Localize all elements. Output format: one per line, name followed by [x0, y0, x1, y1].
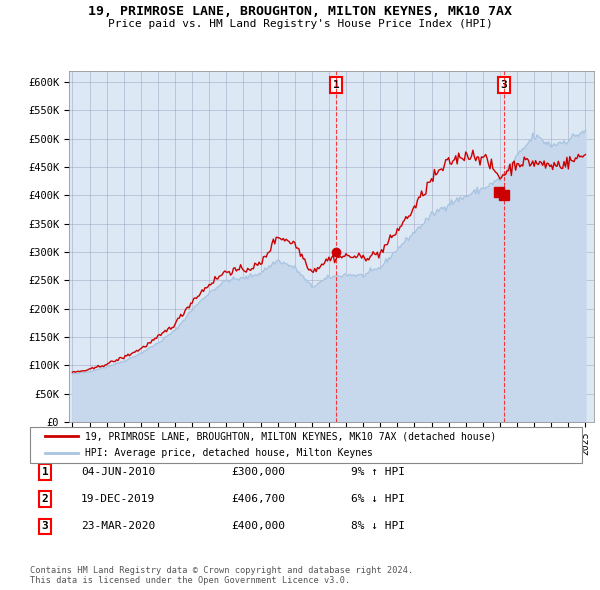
- Text: 6% ↓ HPI: 6% ↓ HPI: [351, 494, 405, 504]
- Text: £406,700: £406,700: [231, 494, 285, 504]
- Text: 1: 1: [41, 467, 49, 477]
- Text: Contains HM Land Registry data © Crown copyright and database right 2024.
This d: Contains HM Land Registry data © Crown c…: [30, 566, 413, 585]
- Text: 04-JUN-2010: 04-JUN-2010: [81, 467, 155, 477]
- Text: 23-MAR-2020: 23-MAR-2020: [81, 522, 155, 531]
- Text: 2: 2: [41, 494, 49, 504]
- Text: 9% ↑ HPI: 9% ↑ HPI: [351, 467, 405, 477]
- Text: 3: 3: [500, 80, 507, 90]
- Text: Price paid vs. HM Land Registry's House Price Index (HPI): Price paid vs. HM Land Registry's House …: [107, 19, 493, 29]
- Text: £400,000: £400,000: [231, 522, 285, 531]
- Text: 19, PRIMROSE LANE, BROUGHTON, MILTON KEYNES, MK10 7AX (detached house): 19, PRIMROSE LANE, BROUGHTON, MILTON KEY…: [85, 431, 496, 441]
- Text: 3: 3: [41, 522, 49, 531]
- Text: 19, PRIMROSE LANE, BROUGHTON, MILTON KEYNES, MK10 7AX: 19, PRIMROSE LANE, BROUGHTON, MILTON KEY…: [88, 5, 512, 18]
- Text: 1: 1: [333, 80, 340, 90]
- Text: £300,000: £300,000: [231, 467, 285, 477]
- Text: 8% ↓ HPI: 8% ↓ HPI: [351, 522, 405, 531]
- Text: 19-DEC-2019: 19-DEC-2019: [81, 494, 155, 504]
- Text: HPI: Average price, detached house, Milton Keynes: HPI: Average price, detached house, Milt…: [85, 448, 373, 458]
